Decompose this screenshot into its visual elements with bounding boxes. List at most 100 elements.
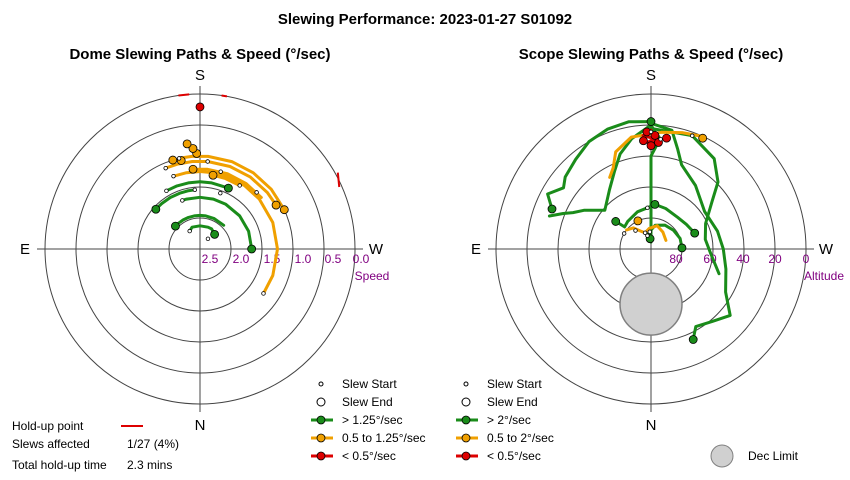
scope-slew-path	[649, 121, 732, 341]
scope-slew-start	[645, 205, 650, 211]
dome-compass-right: W	[369, 241, 384, 258]
scope-slew-end	[646, 117, 656, 126]
dome-slew-end	[279, 205, 289, 215]
dome-slew-start	[205, 236, 211, 242]
dome-slew-end	[210, 229, 220, 239]
scope-legend-dot	[461, 451, 471, 461]
scope-slew-end	[639, 136, 648, 146]
scope-slew-start	[642, 230, 648, 236]
dome-slew-start	[164, 188, 169, 194]
dome-tick-label: 0.5	[325, 252, 342, 266]
scope-slew-end	[690, 228, 700, 238]
dec-limit-zone	[619, 272, 683, 336]
scope-slew-start	[658, 136, 663, 142]
dome-slew-path	[180, 195, 254, 251]
scope-slew-start	[647, 229, 652, 235]
scope-altitude-ticks: 80 60 40 20 0 Altitude	[669, 252, 844, 283]
scope-radial-axis-label: Altitude	[804, 269, 844, 283]
scope-legend: Slew Start Slew End > 2°/sec 0.5 to 2°/s…	[456, 377, 554, 463]
scope-tick-label: 80	[669, 252, 683, 266]
dome-legend-label: Slew End	[342, 395, 393, 409]
dome-compass-top: S	[195, 67, 205, 84]
dome-slew-end	[247, 244, 257, 254]
dome-slew-path	[154, 188, 197, 211]
slews-affected-value: 1/27 (4%)	[127, 437, 179, 451]
scope-compass-top: S	[646, 67, 656, 84]
dome-legend-label: Slew Start	[342, 377, 397, 391]
dome-legend-label: < 0.5°/sec	[342, 449, 396, 463]
dome-legend-label: > 1.25°/sec	[342, 413, 403, 427]
dome-data-layer	[151, 93, 341, 296]
dome-slew-path	[188, 224, 217, 236]
scope-slew-start	[690, 133, 695, 138]
scope-tick-label: 20	[768, 252, 782, 266]
dome-slew-start	[187, 228, 192, 234]
scope-slew-start	[633, 228, 638, 233]
dome-slew-end	[171, 221, 180, 231]
dome-slew-end	[223, 183, 233, 193]
dome-slew-end	[188, 164, 198, 174]
total-holdup-value: 2.3 mins	[127, 458, 172, 472]
scope-legend-label: > 2°/sec	[487, 413, 531, 427]
scope-panel-title: Scope Slewing Paths & Speed (°/sec)	[519, 46, 783, 63]
dome-slew-path	[164, 180, 230, 193]
dome-compass-left: E	[20, 241, 30, 258]
scope-slew-end	[650, 199, 660, 209]
dome-polar-grid	[37, 86, 363, 412]
dome-radial-axis-label: Speed	[355, 269, 390, 283]
scope-legend-dot	[461, 433, 471, 443]
scope-slew-end	[633, 216, 643, 226]
dec-limit-legend-label: Dec Limit	[748, 449, 799, 463]
dome-slew-start	[261, 291, 266, 296]
scope-legend-start-marker	[463, 381, 469, 387]
dome-slew-start	[192, 187, 198, 193]
dome-slew-end	[195, 102, 205, 112]
dome-tick-label: 0.0	[353, 252, 370, 266]
dome-legend-label: 0.5 to 1.25°/sec	[342, 431, 426, 445]
scope-slew-end	[650, 131, 660, 140]
scope-legend-label: Slew Start	[487, 377, 542, 391]
scope-slew-end	[688, 335, 698, 344]
dome-slew-end	[182, 139, 192, 149]
scope-slew-path	[546, 120, 653, 211]
scope-slew-path	[547, 123, 653, 218]
dome-legend-dot	[316, 433, 326, 443]
dome-tick-label: 1.0	[295, 252, 312, 266]
dome-slew-end	[151, 204, 161, 214]
scope-legend-label: < 0.5°/sec	[487, 449, 541, 463]
scope-slew-end	[547, 204, 557, 214]
scope-slew-end	[646, 141, 656, 151]
scope-slew-start	[621, 231, 627, 236]
scope-legend-dot	[461, 415, 471, 425]
dome-panel-title: Dome Slewing Paths & Speed (°/sec)	[69, 46, 330, 63]
scope-slew-end	[611, 217, 621, 226]
dome-slew-path	[173, 213, 226, 228]
scope-slew-path	[649, 126, 721, 276]
slews-affected-label: Slews affected	[12, 437, 90, 451]
scope-slew-end	[698, 133, 708, 143]
dome-legend-dot	[316, 415, 326, 425]
scope-tick-label: 40	[736, 252, 750, 266]
dome-slew-path	[179, 154, 286, 212]
dome-slew-start	[163, 165, 168, 171]
dome-slew-start	[180, 198, 185, 203]
dome-slew-start	[205, 159, 210, 164]
figure-title: Slewing Performance: 2023-01-27 S01092	[278, 11, 572, 28]
dome-legend-start-marker	[318, 381, 324, 387]
holdup-info: Hold-up point Slews affected 1/27 (4%) T…	[12, 419, 179, 472]
dome-slew-start	[218, 169, 223, 174]
scope-tick-label: 0	[803, 252, 810, 266]
dome-slew-start	[254, 190, 259, 195]
dome-slew-end	[188, 144, 198, 153]
holdup-point-label: Hold-up point	[12, 419, 84, 433]
scope-compass-bottom: N	[646, 417, 657, 434]
dome-panel: Dome Slewing Paths & Speed (°/sec) S N E…	[20, 46, 389, 434]
scope-slew-path	[625, 224, 668, 242]
dome-legend-end-marker	[316, 397, 326, 407]
scope-slew-path	[608, 130, 705, 179]
scope-compass-right: W	[819, 241, 834, 258]
scope-panel: Scope Slewing Paths & Speed (°/sec) S N …	[471, 46, 844, 434]
dome-legend: Slew Start Slew End > 1.25°/sec 0.5 to 1…	[311, 377, 426, 463]
dome-slew-start	[218, 190, 223, 196]
